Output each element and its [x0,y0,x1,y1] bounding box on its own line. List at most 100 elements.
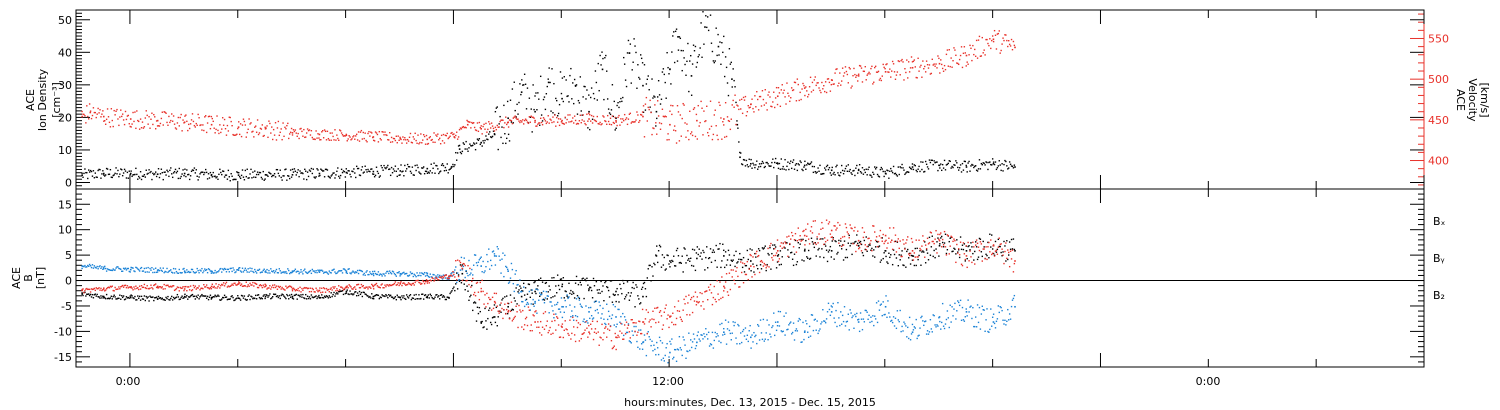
data-point [102,295,104,297]
data-point [180,272,182,274]
data-point [677,36,679,38]
data-point [192,284,195,287]
data-point [339,290,342,292]
data-point [652,310,654,313]
data-point [468,121,470,123]
data-point [456,281,458,284]
data-point [765,161,767,164]
data-point [944,68,947,71]
data-point [663,360,665,362]
data-point [743,99,746,101]
data-point [248,271,250,273]
data-point [790,160,792,162]
data-point [642,105,645,107]
data-point [654,263,656,266]
data-point [612,293,615,295]
data-point [507,302,510,305]
data-point [377,286,380,288]
data-point [705,15,707,17]
data-point [583,318,585,320]
data-point [827,251,830,253]
data-point [462,142,465,144]
data-point [549,81,551,84]
data-point [463,283,465,285]
data-point [671,259,673,262]
data-point [983,246,985,248]
velocity-tick-label: 550 [1428,32,1449,45]
data-point [552,116,554,118]
data-point [531,289,533,291]
data-point [846,170,849,173]
data-point [380,296,382,299]
data-point [487,138,489,141]
data-point [185,296,187,298]
data-point [212,286,214,289]
data-point [622,96,624,99]
data-point [237,268,239,271]
data-point [413,174,415,176]
data-point [716,134,718,137]
data-point [479,310,481,313]
data-point [869,174,871,176]
data-point [543,302,546,304]
data-point [205,297,208,299]
data-point [839,72,841,74]
data-point [956,162,958,164]
data-point [679,114,682,116]
data-point [273,272,276,274]
data-point [994,240,997,243]
data-point [734,321,736,324]
data-point [374,131,377,133]
data-point [848,66,850,69]
data-point [588,306,590,309]
data-point [539,124,541,126]
data-point [503,104,505,107]
data-point [900,60,902,62]
data-point [218,132,220,135]
data-point [577,322,580,324]
data-point [755,256,757,258]
data-point [981,255,983,258]
data-point [560,297,563,299]
data-point [355,135,357,137]
data-point [803,331,806,333]
data-point [92,107,95,109]
data-point [751,249,753,251]
data-point [932,314,934,316]
data-point [520,287,522,289]
data-point [424,170,427,172]
data-point [594,70,597,72]
data-point [101,113,103,115]
data-point [271,175,273,178]
data-point [992,40,995,43]
data-point [606,336,608,338]
data-point [784,96,786,98]
data-point [468,283,470,286]
data-point [413,294,415,296]
data-point [777,254,780,256]
data-point [849,245,851,247]
data-point [724,56,727,58]
data-point [984,330,986,332]
data-point [154,173,156,175]
data-point [611,115,614,117]
data-point [110,176,113,178]
data-point [669,316,671,318]
data-point [440,277,443,279]
data-point [926,252,929,254]
data-point [394,165,397,167]
data-point [952,166,954,169]
data-point [917,57,919,60]
data-point [980,251,983,253]
data-point [726,328,729,330]
data-point [623,338,625,340]
data-point [345,290,348,293]
data-point [841,314,844,317]
data-point [756,264,758,267]
data-point [946,163,949,166]
data-point [788,95,790,97]
data-point [470,294,472,296]
data-point [696,300,698,303]
data-point [530,303,532,305]
data-point [539,122,541,124]
